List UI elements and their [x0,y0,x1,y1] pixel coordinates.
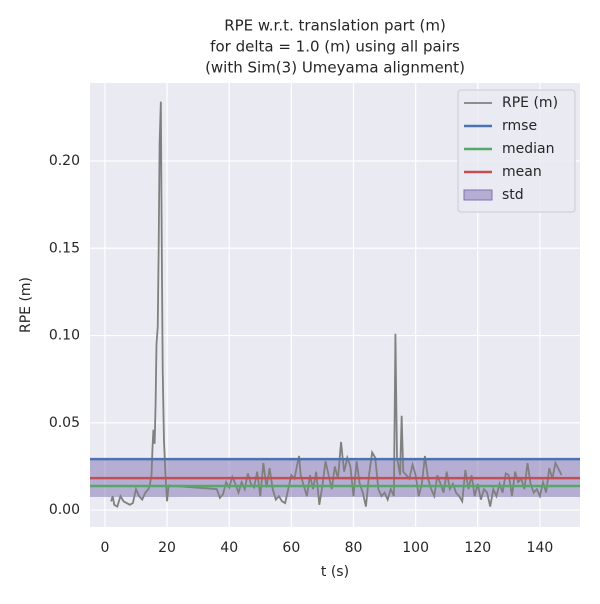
x-tick-label: 140 [527,540,554,556]
legend-label: rmse [502,118,537,134]
legend-label: mean [502,164,542,180]
marks [90,101,580,508]
x-tick-label: 80 [345,540,363,556]
x-tick-label: 40 [220,540,238,556]
title-line: for delta = 1.0 (m) using all pairs [210,38,460,56]
legend-swatch [463,189,493,201]
title-line: RPE w.r.t. translation part (m) [224,17,446,35]
legend: RPE (m) rmse median mean std [457,89,576,213]
y-tick-label: 0.20 [49,153,80,169]
x-tick-label: 0 [100,540,109,556]
y-tick-label: 0.00 [49,502,80,518]
legend-label: std [502,187,524,203]
y-tick-label: 0.10 [49,328,80,344]
y-tick-label: 0.15 [49,240,80,256]
x-tick-label: 20 [158,540,176,556]
legend-label: RPE (m) [502,95,558,111]
y-axis-label: RPE (m) [18,277,34,333]
rpe-line [110,101,563,508]
x-tick-label: 60 [282,540,300,556]
x-axis-label: t (s) [321,564,349,580]
title-line: (with Sim(3) Umeyama alignment) [205,59,465,77]
y-tick-label: 0.05 [49,415,80,431]
legend-label: median [502,141,554,157]
x-tick-label: 100 [402,540,429,556]
legend-box [457,89,576,213]
x-tick-label: 120 [464,540,491,556]
